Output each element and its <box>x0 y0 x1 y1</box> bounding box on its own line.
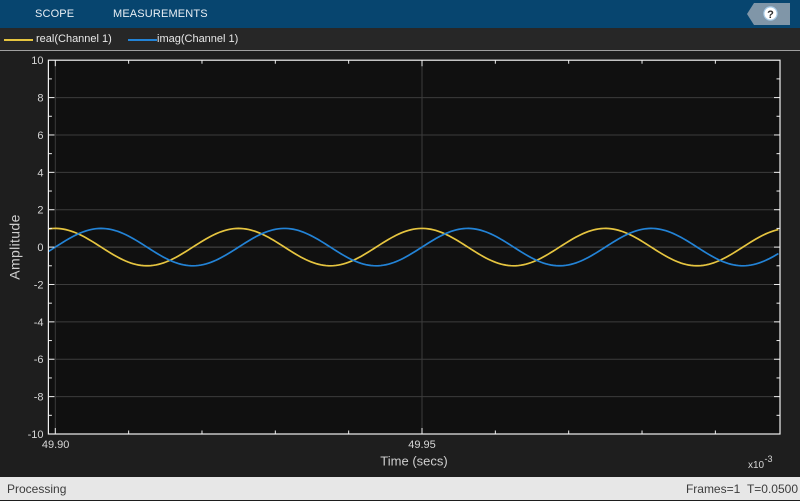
svg-text:-2: -2 <box>34 279 44 291</box>
svg-text:Amplitude: Amplitude <box>7 214 23 279</box>
svg-text:-10: -10 <box>28 429 44 441</box>
svg-text:-4: -4 <box>34 317 44 329</box>
svg-text:49.95: 49.95 <box>408 439 436 451</box>
svg-text:-8: -8 <box>34 392 44 404</box>
svg-text:8: 8 <box>37 93 43 105</box>
svg-text:?: ? <box>767 9 774 21</box>
svg-text:-3: -3 <box>765 454 773 464</box>
svg-text:6: 6 <box>37 130 43 142</box>
svg-text:x10: x10 <box>748 460 765 471</box>
svg-text:10: 10 <box>31 55 43 67</box>
svg-text:2: 2 <box>37 205 43 217</box>
svg-text:-6: -6 <box>34 354 44 366</box>
svg-text:Time (secs): Time (secs) <box>380 454 447 469</box>
svg-text:4: 4 <box>37 167 43 179</box>
svg-text:49.90: 49.90 <box>42 439 70 451</box>
svg-text:0: 0 <box>37 242 43 254</box>
